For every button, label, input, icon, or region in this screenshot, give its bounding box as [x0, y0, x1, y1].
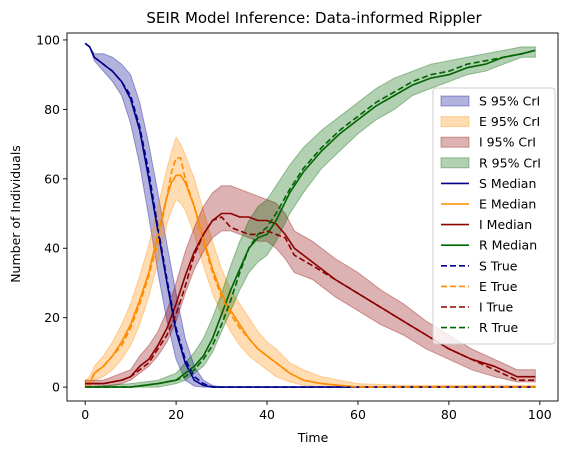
legend-swatch: [440, 157, 470, 169]
x-tick-label: 40: [259, 407, 275, 422]
band-s: [84, 43, 536, 388]
y-tick-label: 0: [52, 380, 60, 395]
true-line-e: [85, 157, 536, 388]
axes-frame: [66, 32, 559, 402]
legend-label: S 95% CrI: [479, 94, 540, 109]
legend-label: I 95% CrI: [479, 135, 536, 150]
legend-label: I True: [479, 300, 514, 315]
legend-label: S True: [479, 258, 518, 273]
legend-box: [432, 87, 556, 345]
y-tick-label: 20: [44, 310, 60, 325]
band-r: [85, 46, 536, 388]
legend-swatch: [440, 136, 470, 148]
true-line-i: [85, 216, 536, 385]
legend-swatch: [440, 116, 470, 128]
true-line-s: [84, 42, 536, 388]
legend-label: I Median: [479, 217, 532, 232]
axes: 0 20 40 60 80 100 0 20 40 60 80 100: [36, 32, 559, 422]
plot-area: [84, 42, 536, 388]
y-axis-label: Number of Individuals: [8, 145, 23, 283]
band-i: [84, 185, 536, 388]
legend-label: S Median: [479, 176, 536, 191]
median-line-r: [85, 49, 536, 388]
y-tick-label: 80: [44, 102, 60, 117]
x-tick-label: 100: [528, 407, 552, 422]
legend-swatch: [440, 95, 470, 107]
x-tick-label: 20: [168, 407, 184, 422]
chart-title: SEIR Model Inference: Data-informed Ripp…: [146, 9, 482, 27]
y-tick-label: 40: [44, 241, 60, 256]
x-tick-label: 60: [350, 407, 366, 422]
legend-label: E True: [479, 279, 518, 294]
x-tick-label: 80: [441, 407, 457, 422]
legend-label: R 95% CrI: [479, 155, 541, 170]
legend-label: R True: [479, 320, 519, 335]
y-tick-label: 100: [36, 32, 60, 47]
true-line-r: [85, 49, 536, 388]
legend-label: E 95% CrI: [479, 114, 540, 129]
legend-label: E Median: [479, 197, 536, 212]
legend-label: R Median: [479, 238, 537, 253]
x-tick-label: 0: [81, 407, 89, 422]
y-tick-label: 60: [44, 171, 60, 186]
x-axis-label: Time: [297, 430, 329, 445]
legend: S 95% CrI E 95% CrI I 95% CrI R 95% CrI S Me…: [432, 87, 556, 345]
